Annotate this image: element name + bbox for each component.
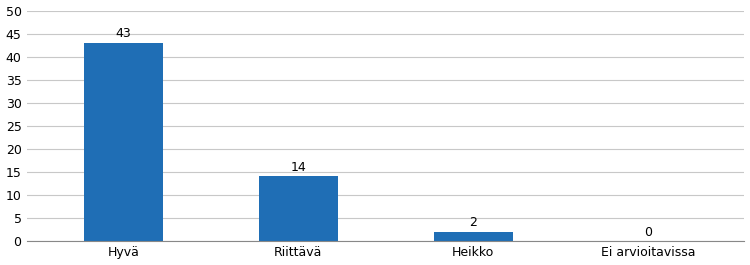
Text: 14: 14 — [290, 161, 306, 174]
Bar — [259, 176, 338, 241]
Bar — [84, 43, 163, 241]
Text: 43: 43 — [116, 28, 131, 41]
Text: 2: 2 — [470, 216, 477, 229]
Bar — [434, 232, 512, 241]
Text: 0: 0 — [644, 226, 652, 238]
